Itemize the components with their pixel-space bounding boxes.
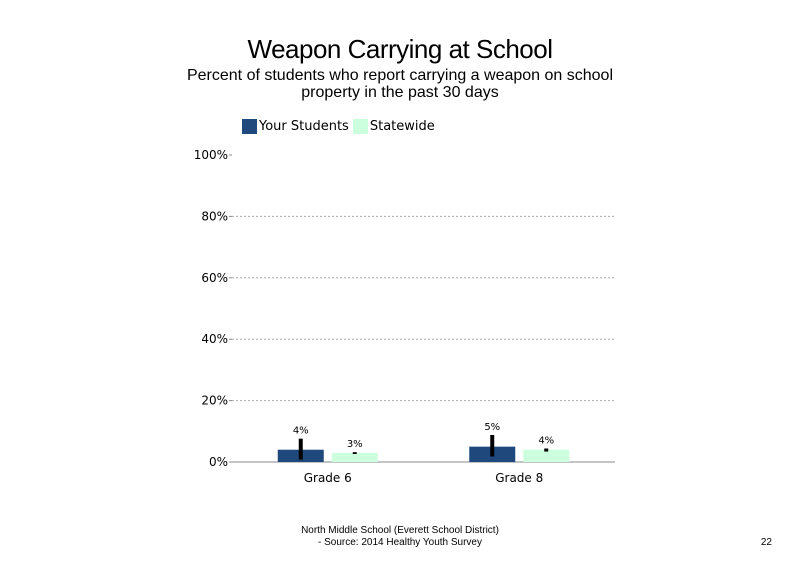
y-tick-label: 20%	[201, 394, 228, 408]
data-label: 4%	[538, 435, 554, 446]
chart-subtitle: Percent of students who report carrying …	[186, 67, 614, 101]
data-label: 5%	[484, 422, 500, 433]
x-tick-label: Grade 6	[304, 471, 352, 485]
legend-item-your-students: Your Students	[242, 119, 349, 134]
legend-swatch-statewide	[352, 119, 368, 134]
bar	[523, 449, 570, 462]
legend-label-statewide: Statewide	[369, 119, 435, 134]
footer-school: North Middle School (Everett School Dist…	[301, 525, 499, 536]
y-tick-label: 0%	[209, 455, 228, 469]
y-tick-label: 40%	[201, 332, 228, 346]
legend: Your Students Statewide	[242, 119, 439, 134]
legend-swatch-your-students	[242, 119, 257, 134]
data-label: 3%	[347, 439, 363, 450]
footer-source: - Source: 2014 Healthy Youth Survey	[318, 537, 482, 548]
bar	[331, 452, 378, 462]
page-number: 22	[760, 537, 772, 548]
y-tick-label: 60%	[201, 271, 228, 285]
legend-label-your-students: Your Students	[259, 119, 349, 134]
y-tick-label: 80%	[201, 209, 228, 223]
y-tick-label: 100%	[194, 148, 228, 162]
footer: North Middle School (Everett School Dist…	[240, 525, 560, 549]
legend-item-statewide: Statewide	[352, 119, 435, 134]
data-label: 4%	[293, 426, 309, 437]
x-tick-label: Grade 8	[495, 471, 543, 485]
chart-title: Weapon Carrying at School	[247, 34, 553, 64]
